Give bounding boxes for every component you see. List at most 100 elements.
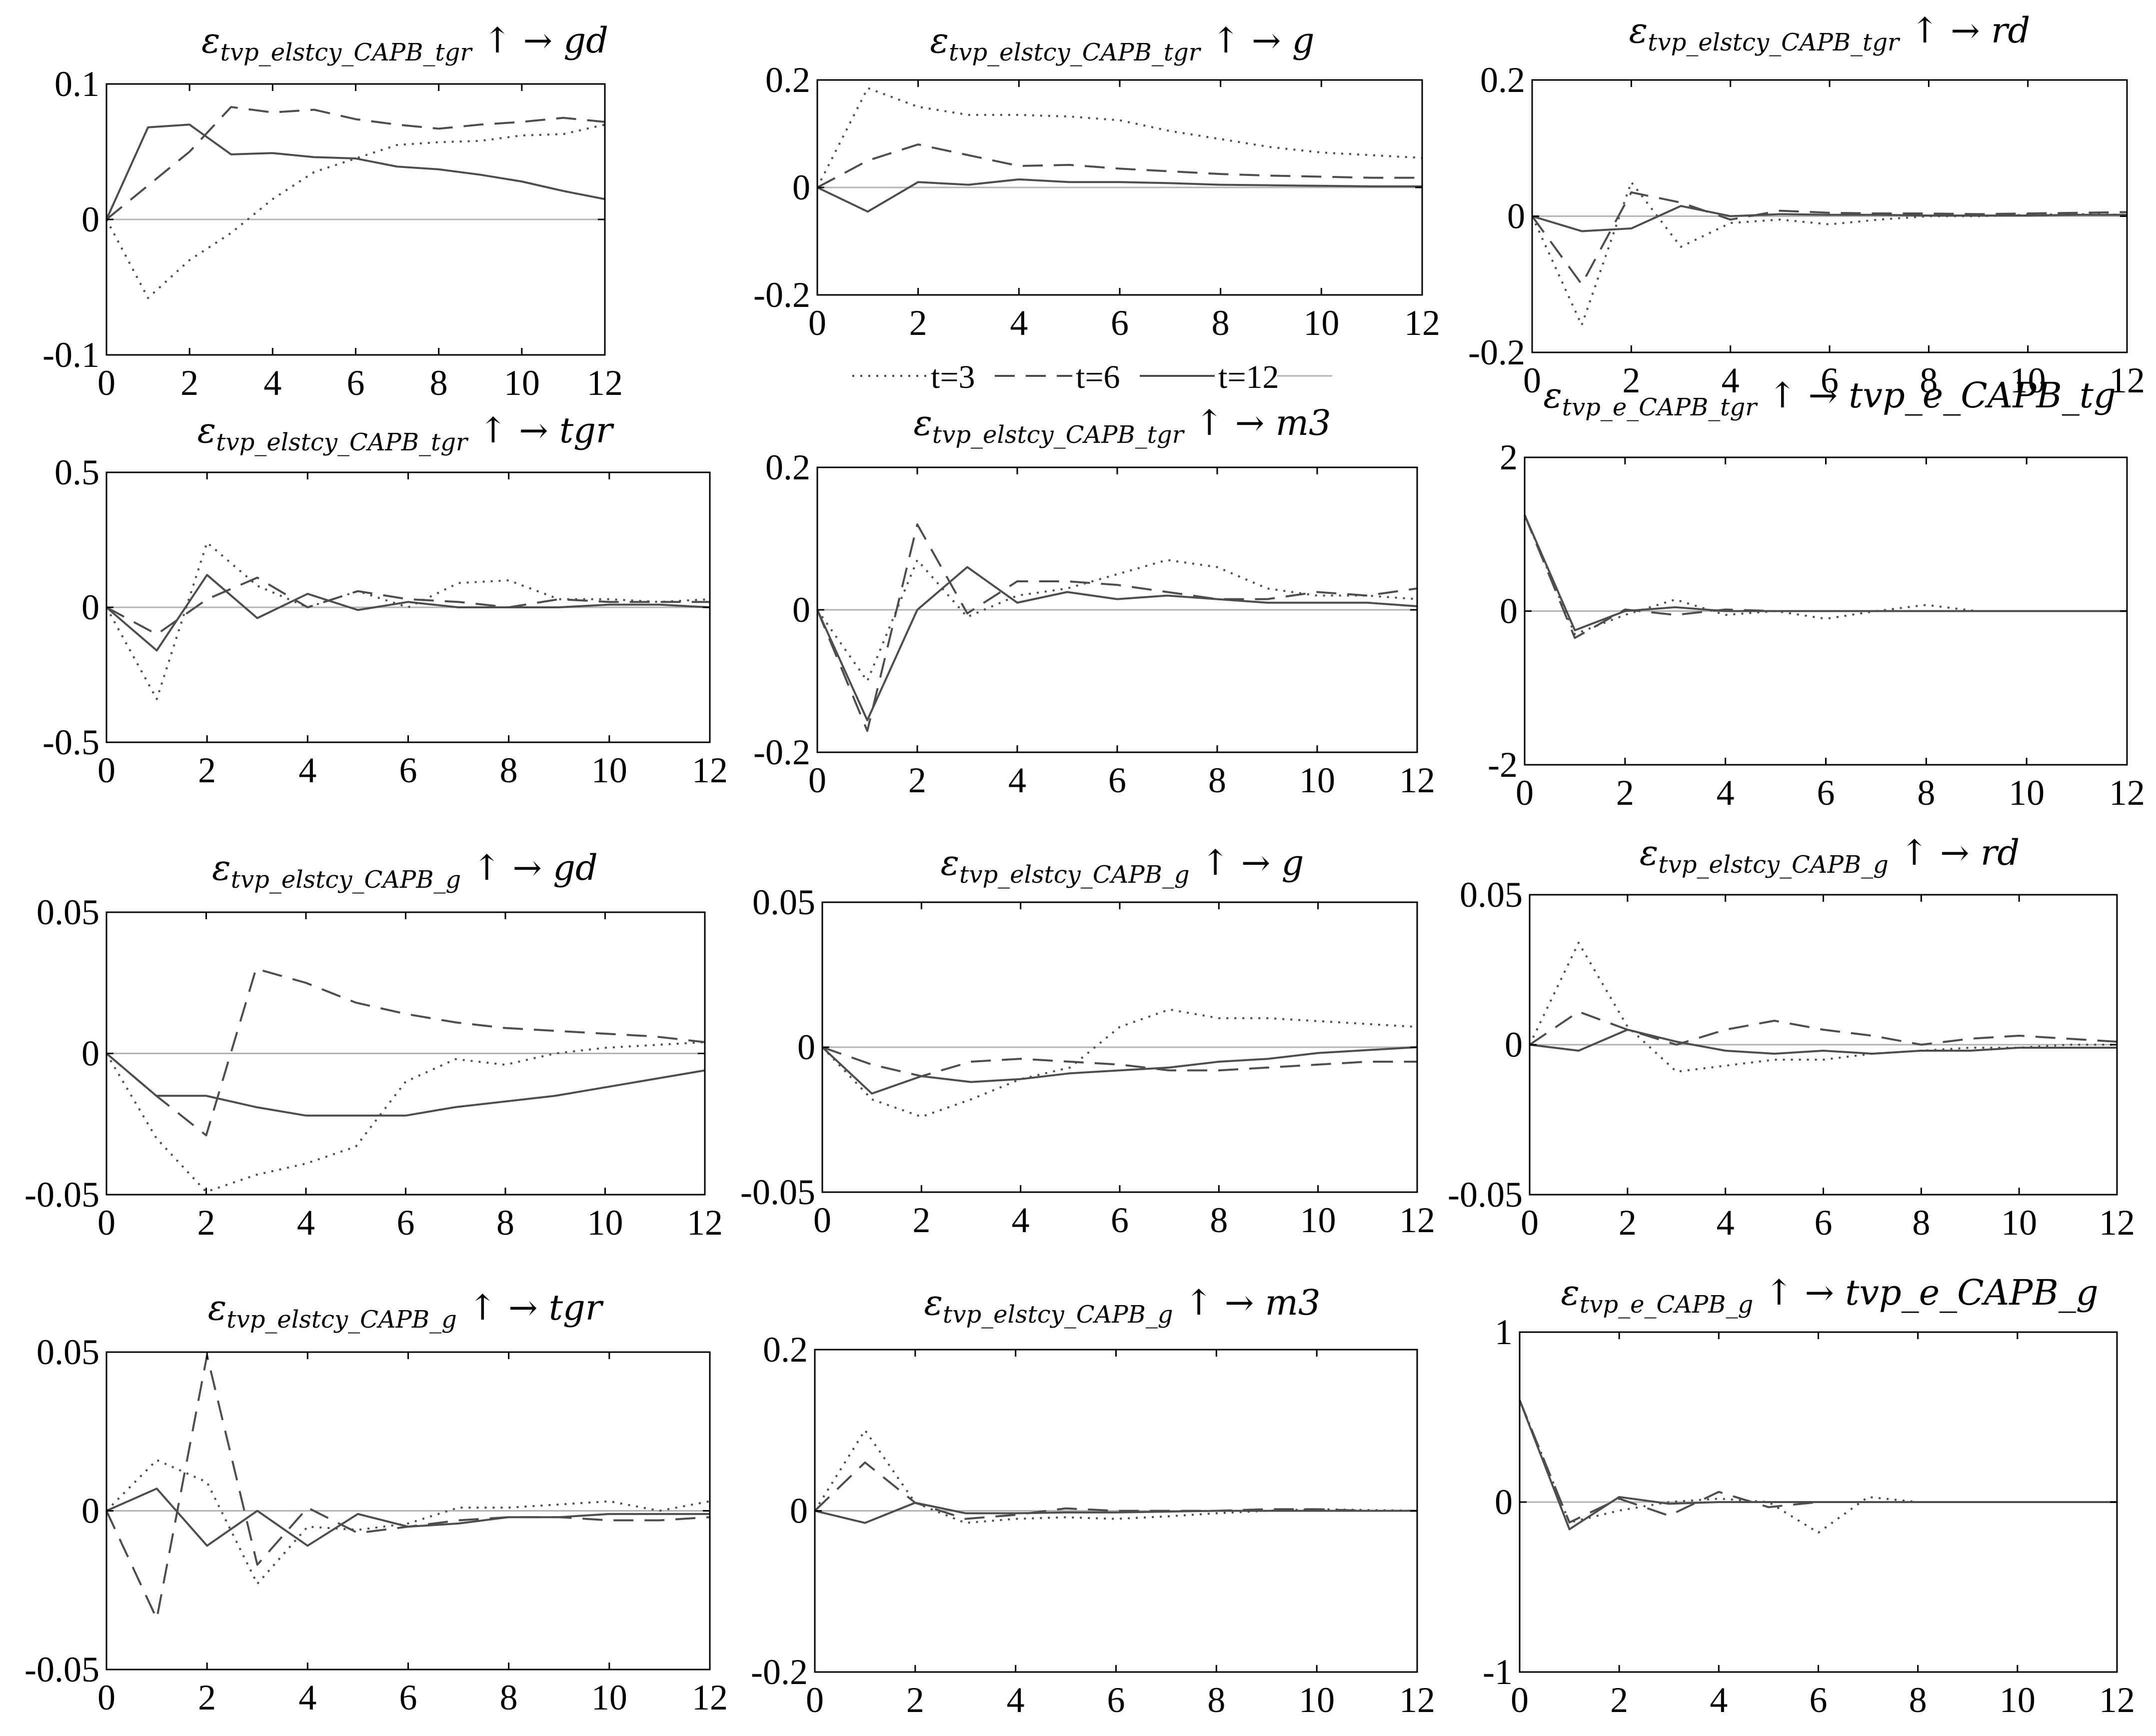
x-tick-label: 0 [97, 1678, 115, 1718]
x-tick-label: 0 [97, 750, 115, 790]
title-epsilon: ε [1629, 10, 1648, 51]
x-tick-label: 4 [1717, 1203, 1735, 1243]
x-tick-label: 0 [808, 303, 826, 343]
series-line-t12 [105, 123, 605, 220]
series-line-t3 [821, 1008, 1418, 1118]
y-tick-label: 0.2 [763, 1330, 808, 1370]
y-tick-label: 0.2 [1480, 60, 1525, 100]
series-line-t6 [105, 968, 705, 1137]
x-tick-label: 10 [1300, 1200, 1336, 1240]
y-tick-label: 0 [81, 587, 99, 627]
x-tick-label: 2 [198, 750, 216, 790]
title-epsilon: ε [201, 20, 220, 61]
series-line-t6 [1529, 1011, 2118, 1046]
series-line-t3 [105, 541, 710, 700]
x-tick-label: 8 [500, 1678, 518, 1718]
x-tick-label: 12 [2109, 773, 2145, 813]
chart-title: εtvp_elstcy_CAPB_tgr ↑ → m3 [913, 402, 1331, 449]
title-epsilon: ε [1640, 832, 1659, 873]
x-tick-label: 4 [1008, 760, 1026, 800]
x-tick-label: 2 [912, 1200, 930, 1240]
series-line-t12 [1532, 205, 2127, 232]
y-tick-label: 0 [81, 1034, 99, 1074]
title-arrow: ↑ → [1753, 1272, 1845, 1313]
series-line-t6 [817, 143, 1422, 188]
y-tick-label: -0.2 [753, 275, 810, 315]
x-tick-label: 12 [2099, 1203, 2135, 1243]
series-line-t6 [1531, 191, 2128, 285]
x-tick-label: 4 [1012, 1200, 1030, 1240]
x-tick-label: 0 [1511, 1680, 1529, 1720]
x-tick-label: 10 [2010, 360, 2046, 400]
title-subscript: tvp_elstcy_CAPB_tgr [1648, 28, 1901, 56]
title-arrow: ↑ → [1190, 842, 1282, 883]
x-tick-label: 10 [591, 1678, 627, 1718]
title-target: gd [553, 847, 598, 888]
x-tick-label: 6 [347, 363, 365, 403]
series-line-t12 [1529, 1029, 2117, 1055]
x-tick-label: 2 [180, 363, 198, 403]
title-target: tvp_e_CAPB_tg [1849, 375, 2116, 416]
x-tick-label: 4 [1722, 360, 1740, 400]
title-arrow: ↑ → [1200, 20, 1292, 61]
series-line-t3 [816, 559, 1418, 682]
legend-label-t12: t=12 [1218, 359, 1279, 395]
y-tick-label: 0 [790, 1491, 808, 1531]
series-line-t12 [821, 1046, 1418, 1095]
series-line-t3 [1524, 514, 2127, 635]
x-tick-label: 12 [1404, 303, 1440, 343]
title-subscript: tvp_elstcy_CAPB_g [1658, 851, 1889, 879]
y-tick-label: 0 [1507, 196, 1525, 236]
y-tick-label: -0.5 [42, 722, 99, 762]
series-line-t3 [105, 1459, 710, 1585]
x-tick-label: 12 [1399, 1680, 1435, 1720]
x-tick-label: 12 [1399, 1200, 1435, 1240]
y-tick-label: 0 [1495, 1482, 1513, 1522]
title-epsilon: ε [941, 842, 960, 883]
x-tick-label: 0 [1523, 360, 1541, 400]
title-target: rd [1991, 10, 2030, 51]
series-line-t12 [1519, 1400, 2117, 1531]
title-arrow: ↑ → [1184, 402, 1276, 443]
title-target: g [1292, 20, 1315, 61]
x-tick-label: 12 [692, 750, 728, 790]
x-tick-label: 2 [198, 1678, 216, 1718]
series-line-t3 [816, 87, 1423, 188]
series-line-t6 [816, 523, 1418, 732]
x-tick-label: 10 [1303, 303, 1339, 343]
series-line-t3 [105, 1041, 705, 1193]
x-tick-label: 2 [909, 303, 927, 343]
x-tick-label: 6 [1107, 1680, 1125, 1720]
series-line-t12 [106, 1488, 710, 1547]
x-tick-label: 0 [97, 1203, 115, 1243]
y-tick-label: -0.2 [1468, 332, 1525, 372]
y-tick-label: 0 [1505, 1025, 1523, 1065]
x-tick-label: 6 [399, 1678, 417, 1718]
x-tick-label: 2 [908, 760, 926, 800]
series-line-t12 [105, 1052, 705, 1117]
x-tick-label: 4 [1717, 773, 1735, 813]
x-tick-label: 8 [1909, 1680, 1927, 1720]
x-tick-label: 12 [692, 1678, 728, 1718]
title-arrow: ↑ → [1889, 832, 1981, 873]
x-tick-label: 2 [906, 1680, 924, 1720]
chart-title: εtvp_elstcy_CAPB_tgr ↑ → g [930, 20, 1314, 66]
x-tick-label: 6 [397, 1203, 415, 1243]
x-tick-label: 4 [1010, 303, 1028, 343]
x-tick-label: 6 [1111, 303, 1129, 343]
title-epsilon: ε [1561, 1272, 1580, 1313]
title-target: gd [563, 20, 608, 61]
x-tick-label: 10 [587, 1203, 623, 1243]
x-tick-label: 10 [591, 750, 627, 790]
series-line-t6 [105, 106, 605, 220]
legend-label-t3: t=3 [931, 359, 975, 395]
series-line-t6 [106, 576, 710, 635]
